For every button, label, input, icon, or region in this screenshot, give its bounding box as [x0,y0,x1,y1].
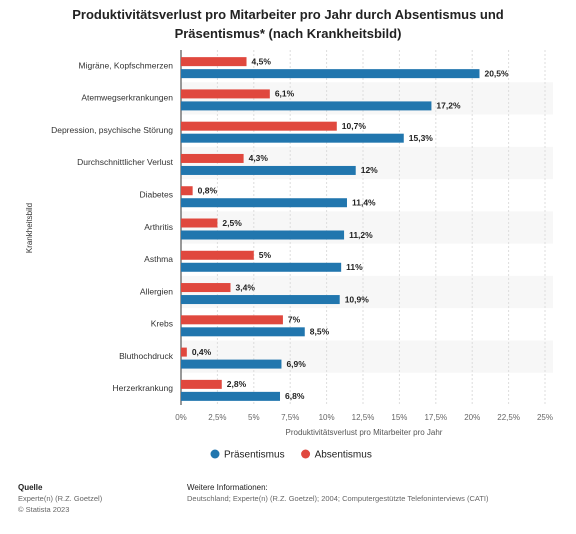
y-axis-title: Krankheitsbild [25,203,34,253]
value-label: 6,1% [275,89,295,99]
x-tick-label: 7,5% [281,413,299,422]
value-label: 11,4% [352,197,376,207]
value-label: 7% [288,315,301,325]
x-tick-label: 25% [537,413,553,422]
y-tick-label: Bluthochdruck [119,351,174,361]
bar [181,165,356,175]
bar [181,133,404,143]
y-tick-label: Allergien [140,286,173,296]
bar [181,101,432,111]
x-tick-label: 15% [391,413,407,422]
y-tick-label: Diabetes [139,189,173,199]
info: Deutschland; Experte(n) (R.Z. Goetzel); … [187,494,489,503]
bar [181,283,231,293]
y-tick-label: Durchschnittlicher Verlust [77,157,174,167]
legend-label: Präsentismus [224,450,285,461]
value-label: 4,3% [249,153,269,163]
value-label: 20,5% [484,68,509,78]
bar [181,121,337,131]
x-tick-label: 5% [248,413,260,422]
bar [181,262,342,272]
value-label: 5% [259,250,272,260]
legend-label: Absentismus [315,450,372,461]
bar [181,198,347,208]
value-label: 10,7% [342,121,367,131]
value-label: 2,8% [227,379,247,389]
bar [181,57,247,67]
bar [181,391,281,401]
source-title: Quelle [18,483,43,492]
y-tick-label: Krebs [151,319,173,329]
bar [181,295,340,305]
copyright: © Statista 2023 [18,505,69,514]
bar [181,218,218,228]
value-label: 8,5% [310,327,330,337]
legend-marker [301,449,311,459]
x-axis-title: Produktivitätsverlust pro Mitarbeiter pr… [286,428,443,437]
value-label: 0,8% [198,185,218,195]
info-title: Weitere Informationen: [187,483,268,492]
x-tick-label: 2,5% [208,413,226,422]
bar [181,315,283,325]
x-tick-label: 12,5% [352,413,375,422]
y-tick-label: Arthritis [144,222,173,232]
x-tick-label: 0% [175,413,187,422]
legend-marker [210,449,220,459]
bar [181,347,187,357]
value-label: 4,5% [252,56,272,66]
bar [181,250,254,260]
value-label: 11,2% [349,230,373,240]
value-label: 17,2% [436,101,461,111]
bar [181,327,305,337]
source: Experte(n) (R.Z. Goetzel) [18,494,103,503]
bar [181,153,244,163]
value-label: 0,4% [192,347,212,357]
y-tick-label: Herzerkrankung [113,383,174,393]
x-tick-label: 10% [319,413,335,422]
y-tick-label: Migräne, Kopfschmerzen [79,60,174,70]
value-label: 6,8% [285,391,305,401]
value-label: 10,9% [345,294,370,304]
bar [181,379,222,389]
value-label: 2,5% [222,218,242,228]
value-label: 3,4% [236,282,256,292]
x-tick-label: 17,5% [424,413,447,422]
bar [181,230,345,240]
y-tick-label: Depression, psychische Störung [51,125,173,135]
bar [181,359,282,369]
bar [181,69,480,79]
value-label: 15,3% [409,133,434,143]
bar [181,186,193,196]
chart-title: Produktivitätsverlust pro Mitarbeiter pr… [72,7,504,41]
value-label: 12% [361,165,378,175]
y-tick-label: Asthma [144,254,173,264]
value-label: 11% [346,262,363,272]
bar [181,89,270,99]
y-tick-label: Atemwegserkrankungen [81,93,173,103]
value-label: 6,9% [286,359,306,369]
x-tick-label: 20% [464,413,480,422]
x-tick-label: 22,5% [497,413,520,422]
